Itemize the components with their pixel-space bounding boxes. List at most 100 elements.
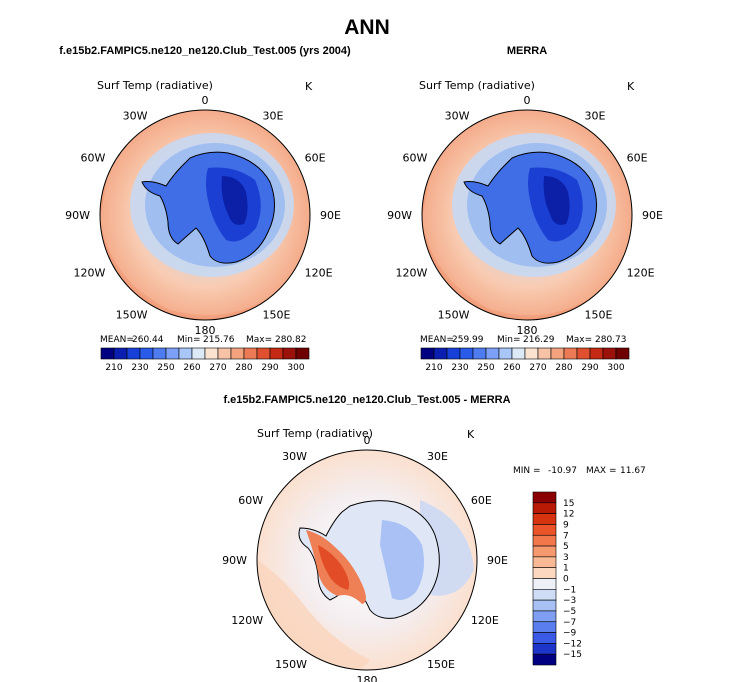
- model-lon-label: 120W: [74, 267, 106, 280]
- model-lon-label: 150E: [263, 309, 291, 322]
- obs-colorbar-swatch: [563, 347, 578, 360]
- obs-colorbar-swatch: [589, 347, 604, 360]
- obs-lon-label: 60W: [403, 152, 428, 165]
- diff-max-value: 11.67: [620, 466, 646, 476]
- model-mean-value: 260.44: [132, 335, 164, 345]
- obs-colorbar-label: 230: [451, 363, 468, 373]
- diff-colorbar-swatch: [532, 610, 557, 623]
- obs-interior-core: [543, 176, 570, 225]
- model-colorbar-swatch: [178, 347, 193, 360]
- model-colorbar-label: 280: [235, 363, 252, 373]
- model-colorbar-swatch: [282, 347, 297, 360]
- diff-lon-label: 120E: [471, 614, 499, 627]
- diff-colorbar-swatch: [532, 643, 557, 655]
- model-lon-label: 90E: [320, 209, 341, 222]
- diff-lon-label: 30W: [282, 450, 307, 463]
- model-lon-label: 0: [202, 94, 209, 107]
- model-lon-label: 120E: [305, 267, 333, 280]
- obs-colorbar-swatch: [524, 347, 539, 360]
- model-colorbar-swatch: [100, 347, 115, 360]
- obs-lon-label: 180: [517, 324, 538, 337]
- model-map: Surf Temp (radiative) K 0 30E 60E 90E 120E 15…: [65, 79, 341, 373]
- model-lon-label: 30W: [123, 109, 148, 122]
- diff-colorbar-swatch: [532, 599, 557, 612]
- diff-lon-label: 90W: [222, 554, 247, 567]
- model-colorbar-swatch: [152, 347, 167, 360]
- diff-west-warm-core: [318, 545, 350, 590]
- diff-colorbar-swatch: [532, 632, 557, 644]
- diff-max-label: MAX =: [586, 466, 617, 476]
- diff-colorbar-label: 15: [563, 499, 574, 509]
- obs-colorbar-swatch: [550, 347, 565, 360]
- model-plot-title: f.e15b2.FAMPIC5.ne120_ne120.Club_Test.00…: [59, 45, 351, 57]
- obs-colorbar-label: 300: [607, 363, 624, 373]
- diff-colorbar-label: 0: [563, 575, 569, 585]
- obs-mean-label: MEAN=: [420, 335, 454, 345]
- model-lon-label: 60E: [305, 152, 326, 165]
- diff-lon-label: 150E: [427, 658, 455, 671]
- obs-colorbar-swatch: [485, 347, 500, 360]
- diff-colorbar-swatch: [532, 578, 557, 590]
- model-interior-core: [221, 176, 248, 225]
- obs-lon-label: 60E: [627, 152, 648, 165]
- diff-colorbar-swatch: [532, 621, 557, 633]
- diff-colorbar-label: −15: [563, 650, 582, 660]
- diff-min-label: MIN =: [513, 466, 541, 476]
- obs-lon-label: 150W: [438, 309, 470, 322]
- diff-lon-label: 180: [357, 674, 378, 682]
- diff-lon-labels: 0 30E 60E 90E 120E 150E 180 150W 120W 90W 60W 30W: [222, 434, 508, 682]
- diff-colorbar-label: −12: [563, 639, 582, 649]
- obs-colorbar-swatch: [511, 347, 526, 360]
- obs-lon-label: 150E: [585, 309, 613, 322]
- obs-colorbar-swatch: [602, 347, 617, 360]
- obs-colorbar-swatch: [472, 347, 487, 360]
- model-colorbar: 210 230 250 260 270 280 290 300: [100, 347, 310, 373]
- obs-lon-label: 90W: [387, 209, 412, 222]
- model-lon-label: 30E: [263, 109, 284, 122]
- diff-map: Surf Temp (radiative) K 030E60E90E120E15…: [222, 427, 646, 682]
- obs-colorbar: 210 230 250 260 270 280 290 300: [420, 347, 630, 373]
- model-min-value: 215.76: [203, 335, 235, 345]
- diff-colorbar-swatch: [532, 513, 557, 525]
- obs-colorbar-label: 270: [529, 363, 546, 373]
- diff-variable-label: Surf Temp (radiative): [257, 427, 373, 440]
- model-colorbar-swatch: [191, 347, 206, 360]
- model-colorbar-label: 300: [287, 363, 304, 373]
- obs-colorbar-swatch: [446, 347, 461, 360]
- diff-colorbar-swatch: [532, 653, 557, 666]
- obs-max-value: 280.73: [595, 335, 627, 345]
- diff-lon-label: 0: [364, 434, 371, 447]
- model-colorbar-swatch: [243, 347, 258, 360]
- diff-east-cool-core: [380, 520, 424, 600]
- diff-colorbar-swatch: [532, 545, 557, 558]
- obs-colorbar-label: 250: [477, 363, 494, 373]
- obs-lon-label: 120W: [396, 267, 428, 280]
- diff-lon-label: 60W: [238, 494, 263, 507]
- diff-colorbar-swatch: [532, 491, 557, 504]
- model-colorbar-swatch: [269, 347, 284, 360]
- diff-colorbar-swatch: [532, 567, 557, 579]
- diff-colorbar-label: −1: [563, 585, 576, 595]
- model-colorbar-label: 210: [105, 363, 122, 373]
- diff-lon-label: 120W: [231, 614, 263, 627]
- diff-colorbar-swatch: [532, 534, 557, 547]
- obs-lon-label: 90E: [642, 209, 663, 222]
- model-colorbar-swatch: [256, 347, 271, 360]
- model-colorbar-swatch: [113, 347, 128, 360]
- diff-colorbar-label: −3: [563, 596, 576, 606]
- obs-lon-label: 30E: [585, 109, 606, 122]
- diff-min-value: -10.97: [548, 466, 577, 476]
- model-colorbar-label: 260: [183, 363, 200, 373]
- model-max-label: Max=: [246, 335, 272, 345]
- model-colorbar-label: 250: [157, 363, 174, 373]
- diff-colorbar-label: 5: [563, 542, 569, 552]
- diff-lon-label: 150W: [275, 658, 307, 671]
- model-lon-label: 60W: [81, 152, 106, 165]
- obs-colorbar-label: 260: [503, 363, 520, 373]
- obs-variable-label: Surf Temp (radiative): [419, 79, 535, 92]
- diff-pacific-warm-sector: [257, 560, 370, 670]
- diff-colorbar-label: −7: [563, 618, 576, 628]
- diff-colorbar-swatch: [532, 556, 557, 568]
- obs-colorbar-swatch: [459, 347, 474, 360]
